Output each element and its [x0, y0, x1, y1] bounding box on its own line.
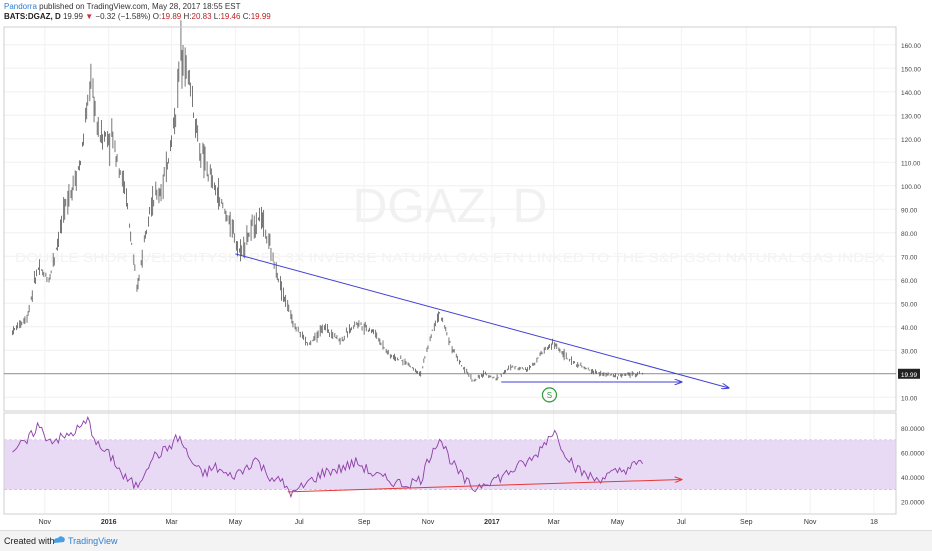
x-tick-label: May	[611, 519, 625, 526]
price-tick-label: 40.00	[901, 325, 918, 332]
price-tick-label: 90.00	[901, 207, 918, 214]
chart-header: Pandorra published on TradingView.com, M…	[4, 2, 271, 22]
price-tick-label: 130.00	[901, 113, 921, 120]
rsi-band	[4, 440, 896, 490]
x-tick-label: May	[229, 519, 243, 526]
price-tick-label: 50.00	[901, 301, 918, 308]
price-tick-label: 140.00	[901, 90, 921, 97]
price-tick-label: 100.00	[901, 184, 921, 191]
high-label: H:	[183, 12, 192, 21]
last-price-tag	[898, 368, 920, 379]
publish-line: Pandorra published on TradingView.com, M…	[4, 2, 271, 12]
trendlines[interactable]	[235, 253, 728, 493]
symbol-label: BATS:DGAZ, D	[4, 12, 61, 21]
author-link[interactable]: Pandorra	[4, 2, 37, 11]
low-value: 19.46	[220, 12, 241, 21]
rsi-tick-label: 80.0000	[901, 426, 925, 433]
axes: 10.0020.0030.0040.0050.0060.0070.0080.00…	[3, 26, 925, 526]
x-tick-label: Nov	[422, 519, 435, 526]
x-tick-label: 2017	[484, 519, 500, 526]
price-tick-label: 70.00	[901, 254, 918, 261]
price-tick-label: 110.00	[901, 160, 921, 167]
close-label: C:	[242, 12, 251, 21]
open-label: O:	[152, 12, 162, 21]
rsi-pane-frame	[3, 412, 897, 515]
event-marker-circle	[541, 387, 558, 403]
x-tick-label: Jul	[295, 519, 304, 526]
x-tick-label: Nov	[39, 519, 52, 526]
x-tick-label: Sep	[740, 519, 753, 526]
price-tick-label: 60.00	[901, 278, 918, 285]
watermark-description: DOUBLE SHORT VELOCITYSHARES 3X INVERSE N…	[15, 251, 886, 265]
price-tick-label: 160.00	[901, 43, 921, 50]
price-candles	[11, 20, 644, 382]
rsi-tick-label: 60.0000	[901, 450, 925, 457]
price-pane-frame	[3, 26, 897, 412]
last-price-tag-label: 19.99	[901, 372, 918, 379]
open-value: 19.89	[161, 12, 182, 21]
x-tick-label: Sep	[358, 519, 371, 526]
high-value: 20.83	[191, 12, 212, 21]
event-marker-label: S	[547, 391, 552, 400]
x-tick-label: Mar	[548, 519, 561, 526]
rsi-line	[12, 415, 643, 499]
price-tick-label: 30.00	[901, 348, 918, 355]
x-tick-label: Nov	[804, 519, 817, 526]
close-value: 19.99	[250, 12, 271, 21]
created-with-text: Created with	[4, 536, 55, 546]
x-tick-label: 2016	[101, 519, 117, 526]
tradingview-logo-icon[interactable]	[52, 534, 66, 548]
x-tick-label: Jul	[677, 519, 686, 526]
grid-lines	[4, 27, 896, 514]
footer-bar: Created with TradingView	[0, 530, 932, 551]
change-value: −0.32 (−1.58%)	[95, 12, 151, 21]
price-tick-label: 10.00	[901, 395, 918, 402]
x-tick-label: Mar	[165, 519, 178, 526]
rsi-trendline	[287, 480, 682, 493]
rsi-tick-label: 40.0000	[901, 475, 925, 482]
chart-canvas[interactable]: DGAZ, D DOUBLE SHORT VELOCITYSHARES 3X I…	[0, 0, 932, 530]
price-tick-label: 150.00	[901, 66, 921, 73]
low-label: L:	[213, 12, 221, 21]
last-price: 19.99	[62, 12, 83, 21]
price-tick-label: 80.00	[901, 231, 918, 238]
price-trendline-0	[235, 253, 728, 388]
price-tick-label: 120.00	[901, 137, 921, 144]
down-arrow-icon: ▼	[85, 12, 94, 21]
rsi-series	[12, 415, 643, 499]
ohlc-line: BATS:DGAZ, D 19.99 ▼ −0.32 (−1.58%) O:19…	[4, 12, 271, 22]
rsi-tick-label: 20.0000	[901, 500, 925, 507]
watermark-symbol: DGAZ, D	[353, 180, 548, 233]
published-text: published on TradingView.com, May 28, 20…	[39, 2, 241, 11]
tradingview-brand[interactable]: TradingView	[68, 536, 118, 546]
event-marker[interactable]: S	[541, 387, 558, 403]
x-tick-label: 18	[870, 519, 878, 526]
